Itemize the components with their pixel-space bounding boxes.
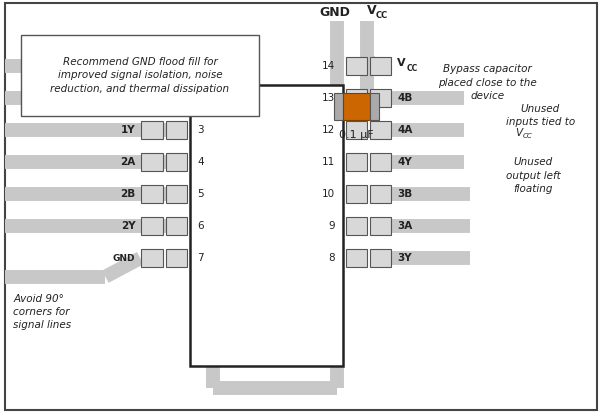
- Text: GND: GND: [319, 6, 350, 19]
- Bar: [141, 89, 163, 107]
- Text: Recommend GND flood fill for
improved signal isolation, noise
reduction, and the: Recommend GND flood fill for improved si…: [51, 57, 229, 94]
- Text: 14: 14: [322, 61, 335, 71]
- Bar: [346, 217, 367, 235]
- Text: Unused
output left
floating: Unused output left floating: [506, 157, 560, 194]
- Bar: [166, 217, 187, 235]
- Bar: [166, 57, 187, 75]
- Bar: [190, 85, 343, 366]
- Bar: [346, 153, 367, 171]
- Text: 13: 13: [322, 93, 335, 103]
- Bar: [370, 185, 391, 203]
- Bar: [370, 89, 391, 107]
- Text: 10: 10: [322, 189, 335, 199]
- Bar: [346, 121, 367, 139]
- Text: 2B: 2B: [120, 189, 135, 199]
- Bar: [370, 57, 391, 75]
- Bar: [370, 153, 391, 171]
- Text: 1Y: 1Y: [121, 125, 135, 135]
- Bar: [370, 249, 391, 267]
- Text: 3B: 3B: [397, 189, 412, 199]
- Bar: [370, 93, 379, 120]
- Bar: [346, 89, 367, 107]
- Bar: [141, 57, 163, 75]
- Text: 5: 5: [197, 189, 204, 199]
- Bar: [141, 249, 163, 267]
- Text: 3: 3: [197, 125, 204, 135]
- Text: 7: 7: [197, 253, 204, 263]
- Bar: [346, 185, 367, 203]
- Text: 3A: 3A: [397, 221, 412, 231]
- Text: 9: 9: [329, 221, 335, 231]
- Text: 1B: 1B: [120, 93, 135, 103]
- Bar: [346, 57, 367, 75]
- Text: CC: CC: [376, 11, 388, 20]
- Text: GND: GND: [113, 254, 135, 263]
- Text: 4A: 4A: [397, 125, 413, 135]
- Text: 8: 8: [329, 253, 335, 263]
- Bar: [166, 89, 187, 107]
- Text: 6: 6: [197, 221, 204, 231]
- Text: 0.1 μF: 0.1 μF: [340, 130, 374, 140]
- Bar: [21, 35, 259, 116]
- Text: 4B: 4B: [397, 93, 413, 103]
- Text: Bypass capacitor
placed close to the
device: Bypass capacitor placed close to the dev…: [438, 64, 537, 101]
- Text: 4: 4: [197, 157, 204, 167]
- Text: CC: CC: [523, 133, 533, 139]
- Text: 2Y: 2Y: [121, 221, 135, 231]
- Circle shape: [208, 97, 234, 115]
- Bar: [346, 249, 367, 267]
- Bar: [141, 185, 163, 203]
- Bar: [166, 121, 187, 139]
- Text: 3Y: 3Y: [397, 253, 412, 263]
- Text: Unused
inputs tied to: Unused inputs tied to: [506, 104, 575, 127]
- Text: Avoid 90°
corners for
signal lines: Avoid 90° corners for signal lines: [13, 294, 72, 330]
- Bar: [370, 121, 391, 139]
- Bar: [166, 249, 187, 267]
- Text: 1A: 1A: [120, 61, 135, 71]
- Text: 12: 12: [322, 125, 335, 135]
- Bar: [141, 121, 163, 139]
- Text: CC: CC: [407, 64, 418, 73]
- Text: 11: 11: [322, 157, 335, 167]
- Bar: [343, 93, 370, 120]
- Text: 4Y: 4Y: [397, 157, 412, 167]
- Bar: [166, 153, 187, 171]
- Bar: [370, 217, 391, 235]
- Bar: [141, 217, 163, 235]
- Bar: [166, 185, 187, 203]
- Text: 1: 1: [197, 61, 204, 71]
- Bar: [334, 93, 343, 120]
- Text: 2: 2: [197, 93, 204, 103]
- Bar: [141, 153, 163, 171]
- Text: V: V: [397, 58, 406, 68]
- Text: V: V: [367, 4, 376, 17]
- Text: 2A: 2A: [120, 157, 135, 167]
- Text: V: V: [515, 128, 522, 138]
